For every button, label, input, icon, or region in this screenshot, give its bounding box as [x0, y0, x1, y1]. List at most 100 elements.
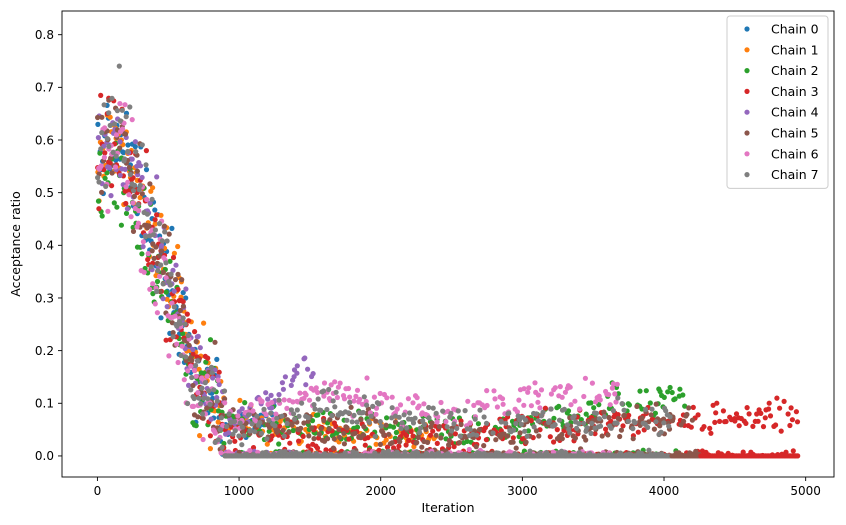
- data-point: [401, 412, 407, 418]
- data-point: [535, 418, 541, 424]
- data-point: [605, 432, 611, 438]
- data-point: [523, 439, 529, 445]
- data-point: [218, 450, 224, 456]
- data-point: [207, 337, 214, 343]
- data-point: [163, 289, 169, 295]
- data-point: [222, 396, 228, 402]
- data-point: [510, 439, 516, 445]
- legend-marker: [744, 172, 750, 178]
- y-tick-label: 0.6: [35, 133, 54, 147]
- data-point: [108, 193, 114, 199]
- data-point: [290, 427, 296, 434]
- data-point: [193, 362, 199, 369]
- data-point: [291, 374, 297, 380]
- data-point: [546, 418, 553, 424]
- data-point: [124, 206, 130, 212]
- data-point: [154, 174, 160, 180]
- data-point: [528, 418, 534, 424]
- data-point: [197, 345, 203, 351]
- data-point: [407, 410, 413, 416]
- data-point: [333, 389, 339, 395]
- data-point: [651, 426, 658, 432]
- data-point: [279, 413, 285, 419]
- data-point: [682, 403, 688, 409]
- data-point: [309, 425, 315, 431]
- data-point: [551, 415, 557, 421]
- data-point: [227, 439, 233, 445]
- data-point: [195, 333, 201, 339]
- data-point: [787, 422, 793, 429]
- data-point: [615, 412, 621, 418]
- data-point: [556, 417, 563, 423]
- data-point: [389, 394, 395, 400]
- data-point: [634, 403, 640, 409]
- data-point: [130, 228, 137, 234]
- data-point: [152, 227, 158, 233]
- data-point: [517, 430, 523, 436]
- data-point: [145, 251, 151, 257]
- data-point: [215, 377, 221, 383]
- data-point: [192, 329, 198, 335]
- data-point: [410, 433, 416, 439]
- data-point: [714, 400, 720, 406]
- data-point: [95, 114, 101, 121]
- data-point: [206, 388, 212, 394]
- data-point: [408, 428, 414, 434]
- x-axis-title: Iteration: [421, 500, 474, 515]
- data-point: [214, 356, 220, 362]
- data-point: [316, 431, 322, 437]
- data-point: [324, 406, 330, 413]
- data-point: [298, 425, 304, 431]
- data-point: [189, 357, 195, 363]
- data-point: [107, 122, 113, 128]
- data-point: [160, 296, 166, 302]
- data-point: [371, 394, 377, 400]
- data-point: [232, 428, 238, 434]
- data-point: [455, 408, 461, 414]
- data-point: [207, 401, 213, 407]
- data-point: [171, 250, 177, 256]
- data-point: [744, 405, 750, 411]
- data-point: [352, 430, 358, 436]
- data-point: [410, 420, 417, 426]
- data-point: [376, 401, 382, 407]
- data-point: [231, 418, 238, 425]
- data-point: [572, 398, 578, 404]
- data-point: [284, 417, 291, 423]
- data-point: [326, 426, 332, 432]
- data-point: [457, 433, 463, 439]
- data-point: [217, 427, 223, 433]
- data-point: [163, 275, 169, 281]
- data-point: [615, 395, 621, 401]
- data-point: [597, 423, 604, 429]
- data-point: [193, 338, 199, 345]
- data-point: [500, 401, 506, 407]
- data-point: [181, 377, 187, 383]
- data-point: [141, 269, 147, 275]
- data-point: [114, 204, 120, 210]
- data-point: [429, 420, 435, 426]
- data-point: [766, 400, 772, 406]
- data-point: [790, 448, 796, 454]
- data-point: [268, 392, 274, 398]
- data-point: [143, 162, 149, 168]
- data-point: [762, 415, 768, 421]
- data-point: [394, 406, 400, 412]
- data-point: [504, 433, 510, 439]
- data-point: [110, 149, 116, 155]
- data-point: [179, 343, 185, 349]
- data-point: [318, 426, 324, 432]
- data-point: [443, 419, 449, 425]
- data-point: [551, 439, 557, 445]
- data-point: [547, 434, 553, 440]
- data-point: [684, 411, 690, 418]
- data-point: [143, 148, 149, 154]
- data-point: [95, 121, 101, 127]
- data-point: [667, 414, 673, 420]
- data-point: [533, 428, 540, 434]
- data-point: [481, 414, 487, 420]
- data-point: [143, 167, 150, 173]
- data-point: [152, 207, 158, 213]
- data-point: [158, 315, 164, 321]
- data-point: [237, 420, 243, 426]
